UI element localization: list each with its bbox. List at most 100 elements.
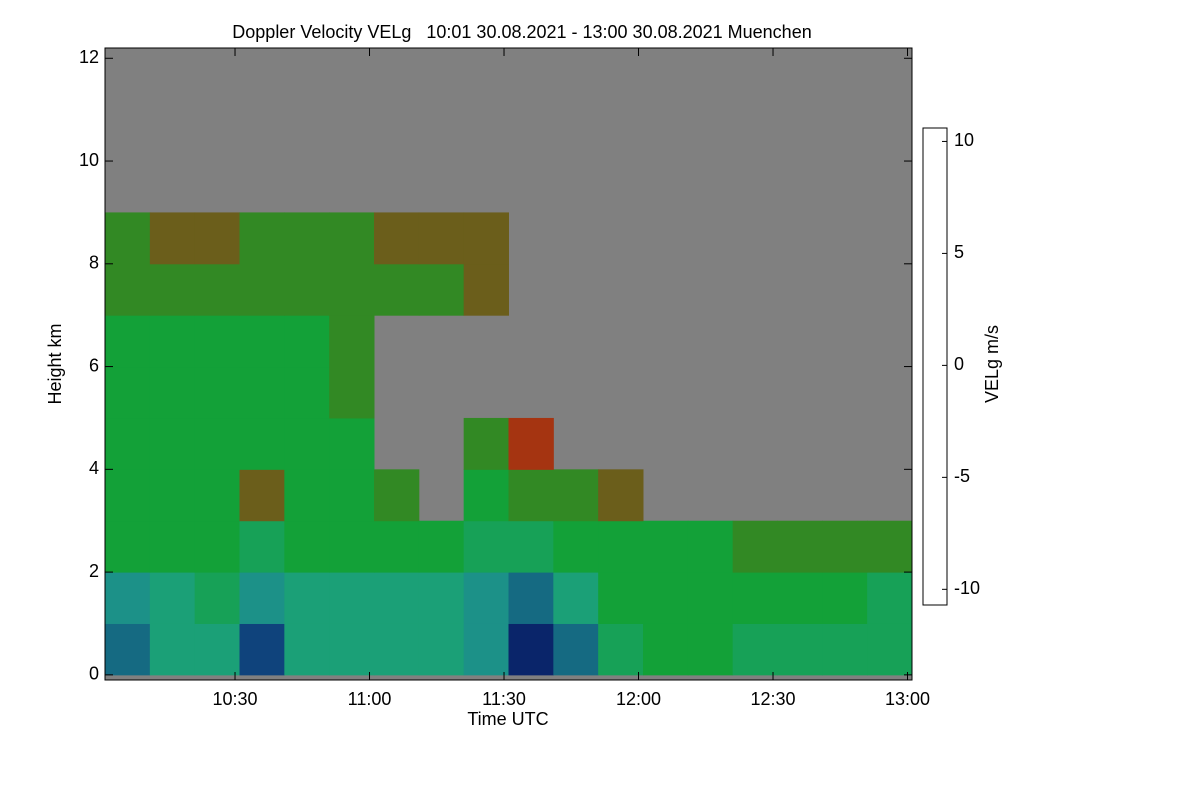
- heatmap-cell: [598, 572, 644, 624]
- colorbar-tick-label: -10: [954, 578, 980, 598]
- heatmap-cell: [284, 623, 330, 676]
- heatmap-cell: [239, 263, 285, 316]
- heatmap-cell: [598, 469, 644, 522]
- heatmap-cell: [239, 417, 285, 470]
- heatmap-cell: [284, 417, 330, 470]
- heatmap-cell: [553, 520, 599, 573]
- heatmap-cell: [284, 315, 330, 368]
- heatmap-cell: [374, 212, 420, 265]
- heatmap-cell: [374, 469, 420, 522]
- heatmap-cell: [463, 263, 509, 316]
- heatmap-cell: [149, 366, 196, 419]
- heatmap-cell: [105, 417, 151, 470]
- heatmap-cell: [329, 623, 375, 676]
- heatmap-cell: [329, 520, 375, 573]
- heatmap-cell: [105, 263, 151, 316]
- x-tick-label: 11:00: [348, 689, 392, 709]
- heatmap-cell: [284, 469, 330, 522]
- heatmap-cell: [553, 469, 599, 522]
- heatmap-cell: [867, 520, 913, 573]
- heatmap-cell: [149, 520, 196, 573]
- x-tick-label: 13:00: [885, 689, 930, 709]
- heatmap-cell: [418, 263, 465, 316]
- heatmap-cell: [508, 417, 554, 470]
- heatmap-cell: [643, 520, 689, 573]
- heatmap-cell: [643, 623, 689, 676]
- heatmap-cell: [374, 572, 420, 624]
- heatmap-cell: [508, 623, 554, 676]
- y-tick-label: 2: [89, 561, 99, 581]
- heatmap-cell: [194, 417, 240, 470]
- y-tick-label: 6: [89, 355, 99, 375]
- y-tick-label: 10: [79, 150, 99, 170]
- heatmap-cell: [194, 572, 240, 624]
- heatmap-cell: [194, 212, 240, 265]
- y-tick-label: 8: [89, 253, 99, 273]
- heatmap-cell: [284, 572, 330, 624]
- heatmap-cell: [777, 520, 823, 573]
- heatmap-cell: [149, 263, 196, 316]
- heatmap-cell: [463, 623, 509, 676]
- heatmap-cell: [822, 623, 868, 676]
- heatmap-cell: [822, 520, 868, 573]
- chart-title: Doppler Velocity VELg 10:01 30.08.2021 -…: [232, 22, 811, 42]
- y-tick-label: 4: [89, 458, 99, 478]
- heatmap-cell: [329, 572, 375, 624]
- y-tick-label: 0: [89, 664, 99, 684]
- x-tick-label: 11:30: [482, 689, 526, 709]
- heatmap-cell: [194, 623, 240, 676]
- x-tick-label: 12:30: [750, 689, 795, 709]
- heatmap-cell: [239, 572, 285, 624]
- heatmap-cell: [508, 469, 554, 522]
- heatmap-cell: [777, 572, 823, 624]
- heatmap-cell: [418, 572, 465, 624]
- colorbar-tick-label: 5: [954, 242, 964, 262]
- heatmap-cell: [284, 366, 330, 419]
- heatmap-cell: [643, 572, 689, 624]
- heatmap-cell: [598, 623, 644, 676]
- x-tick-label: 10:30: [212, 689, 257, 709]
- heatmap-cell: [149, 572, 196, 624]
- heatmap-cell: [149, 417, 196, 470]
- heatmap-cell: [687, 572, 734, 624]
- heatmap-cell: [329, 263, 375, 316]
- heatmap-cell: [418, 212, 465, 265]
- heatmap-cell: [194, 263, 240, 316]
- heatmap-cell: [463, 572, 509, 624]
- heatmap-cell: [239, 623, 285, 676]
- heatmap-cell: [553, 572, 599, 624]
- heatmap-cell: [463, 417, 509, 470]
- heatmap-cell: [239, 469, 285, 522]
- heatmap-cell: [374, 520, 420, 573]
- colorbar-tick-label: 0: [954, 354, 964, 374]
- heatmap-cell: [149, 469, 196, 522]
- colorbar-label: VELg m/s: [982, 325, 1002, 403]
- heatmap-cell: [418, 623, 465, 676]
- heatmap-cell: [553, 623, 599, 676]
- heatmap-cell: [732, 572, 778, 624]
- heatmap-cell: [463, 469, 509, 522]
- heatmap-cell: [329, 366, 375, 419]
- heatmap-cell: [687, 623, 734, 676]
- heatmap-cell: [149, 315, 196, 368]
- heatmap-cell: [239, 520, 285, 573]
- heatmap-cell: [463, 212, 509, 265]
- heatmap-cell: [687, 520, 734, 573]
- heatmap-cell: [329, 212, 375, 265]
- heatmap-cell: [194, 520, 240, 573]
- heatmap-cell: [508, 572, 554, 624]
- heatmap-cell: [105, 366, 151, 419]
- y-tick-label: 12: [79, 47, 99, 67]
- heatmap-cell: [867, 572, 913, 624]
- heatmap-cell: [105, 623, 151, 676]
- y-axis-label: Height km: [45, 323, 65, 404]
- heatmap-cell: [284, 212, 330, 265]
- heatmap-cell: [105, 469, 151, 522]
- heatmap-cell: [329, 417, 375, 470]
- plot-frame: [104, 47, 913, 681]
- heatmap-cell: [374, 263, 420, 316]
- heatmap-cell: [777, 623, 823, 676]
- heatmap-cell: [239, 212, 285, 265]
